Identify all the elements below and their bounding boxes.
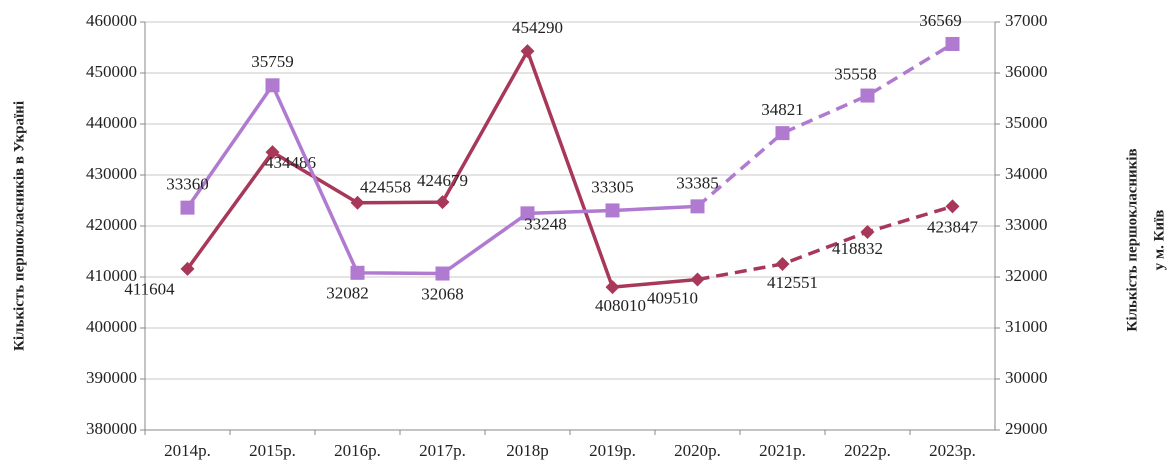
y2-tick-label: 34000: [1005, 164, 1048, 183]
y-tick-label: 380000: [86, 419, 137, 438]
x-tick-label: 2015р.: [249, 441, 296, 460]
y2-tick-label: 29000: [1005, 419, 1048, 438]
marker: [520, 206, 535, 221]
y2-axis-title: Кількість першокласників: [1124, 148, 1140, 331]
x-tick-label: 2014р.: [164, 441, 211, 460]
x-tick-label: 2016р.: [334, 441, 381, 460]
y-tick-label: 390000: [86, 368, 137, 387]
data-line: [697, 204, 954, 282]
y2-tick-label: 37000: [1005, 11, 1048, 30]
data-label: 412551: [767, 273, 818, 292]
y-tick-label: 450000: [86, 62, 137, 81]
marker: [180, 200, 195, 215]
data-label: 423847: [927, 217, 979, 236]
data-label: 411604: [124, 280, 175, 299]
y-tick-label: 400000: [86, 317, 137, 336]
y2-tick-label: 33000: [1005, 215, 1048, 234]
data-label: 409510: [647, 288, 698, 307]
marker: [945, 36, 960, 51]
marker: [945, 199, 960, 214]
marker: [860, 224, 875, 239]
data-label: 35759: [251, 52, 294, 71]
data-label: 35558: [834, 64, 877, 83]
x-tick-label: 2017р.: [419, 441, 466, 460]
data-line: [696, 42, 954, 208]
marker: [690, 272, 705, 287]
data-label: 33385: [676, 173, 719, 192]
y2-tick-label: 30000: [1005, 368, 1048, 387]
marker: [350, 265, 365, 280]
data-label: 36569: [919, 11, 962, 30]
y2-tick-label: 32000: [1005, 266, 1048, 285]
x-tick-label: 2022р.: [844, 441, 891, 460]
data-label: 454290: [512, 18, 563, 37]
marker: [860, 88, 875, 103]
data-label: 34821: [761, 100, 804, 119]
y-tick-label: 420000: [86, 215, 137, 234]
data-label: 434486: [265, 153, 316, 172]
x-tick-label: 2020р.: [674, 441, 721, 460]
x-tick-label: 2021р.: [759, 441, 806, 460]
y-tick-label: 440000: [86, 113, 137, 132]
marker: [520, 44, 535, 59]
data-label: 33248: [524, 214, 567, 233]
y2-tick-label: 35000: [1005, 113, 1048, 132]
x-tick-label: 2018р: [506, 441, 549, 460]
data-label: 33305: [591, 177, 634, 196]
x-tick-label: 2023р.: [929, 441, 976, 460]
y2-axis-title: у м. Київ: [1151, 210, 1167, 271]
y-tick-label: 410000: [86, 266, 137, 285]
data-label: 424558: [360, 178, 411, 197]
data-label: 424679: [417, 171, 468, 190]
marker: [690, 199, 705, 214]
x-tick-label: 2019р.: [589, 441, 636, 460]
data-label: 418832: [832, 239, 883, 258]
y-tick-label: 460000: [86, 11, 137, 30]
data-label: 33360: [166, 175, 209, 194]
y-tick-label: 430000: [86, 164, 137, 183]
marker: [775, 126, 790, 141]
marker: [775, 256, 790, 271]
y2-tick-label: 36000: [1005, 62, 1048, 81]
y-axis-title: Кількість першокласників в Україні: [11, 101, 27, 351]
data-label: 408010: [595, 296, 646, 315]
data-label: 32068: [421, 284, 464, 303]
marker: [265, 78, 280, 93]
marker: [265, 145, 280, 160]
data-label: 32082: [326, 284, 369, 303]
marker: [435, 195, 450, 210]
marker: [605, 203, 620, 218]
marker: [350, 195, 365, 210]
data-line: [186, 46, 698, 290]
marker: [605, 280, 620, 295]
marker: [180, 261, 195, 276]
y2-tick-label: 31000: [1005, 317, 1048, 336]
marker: [435, 266, 450, 281]
